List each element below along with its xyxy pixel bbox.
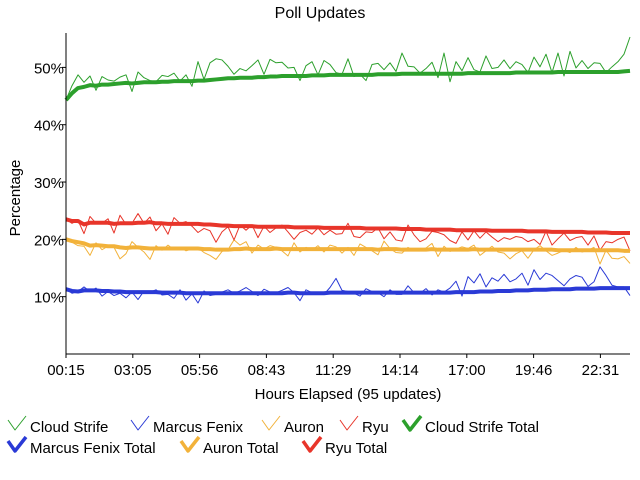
- chart-axes: 10% 20% 30% 40% 50% 00:15 03:05 05:56 08:43 11:29…: [34, 33, 630, 379]
- legend-item-auron: Auron: [261, 415, 324, 436]
- series-line-auron-total: [65, 237, 630, 253]
- legend-swatch: [339, 415, 359, 431]
- plot-series: [64, 36, 631, 304]
- y-tick-label: 30%: [34, 175, 64, 192]
- legend-item-cloud-strife-total: Cloud Strife Total: [401, 414, 539, 436]
- legend-item-auron-total: Auron Total: [179, 435, 279, 457]
- legend-swatch: [130, 415, 150, 431]
- legend-item-ryu: Ryu: [339, 415, 389, 436]
- series-line-auron: [65, 238, 631, 265]
- x-tick-label: 08:43: [248, 362, 286, 379]
- legend-swatch: [6, 435, 28, 453]
- legend-item-marcus-fenix: Marcus Fenix: [130, 415, 244, 436]
- legend-item-ryu-total: Ryu Total: [301, 435, 387, 457]
- legend-swatch: [401, 414, 423, 432]
- x-tick-label: 11:29: [315, 362, 351, 379]
- series-line-cloud-strife-total: [64, 68, 631, 102]
- x-axis-label: Hours Elapsed (95 updates): [255, 386, 442, 403]
- x-tick-label: 03:05: [114, 362, 152, 379]
- legend-label: Marcus Fenix Total: [30, 440, 156, 457]
- x-tick-label: 17:00: [448, 362, 486, 379]
- x-tick-label: 22:31: [582, 362, 620, 379]
- series-line-ryu: [65, 213, 631, 252]
- legend-label: Cloud Strife Total: [425, 419, 539, 436]
- x-tick-label: 19:46: [515, 362, 553, 379]
- legend-swatch: [301, 435, 323, 453]
- chart-title: Poll Updates: [275, 5, 366, 22]
- chart-legend: Cloud Strife Marcus Fenix Auron Ryu Cloud St…: [6, 414, 539, 457]
- series-line-ryu-total: [65, 217, 630, 236]
- legend-label: Auron Total: [203, 440, 279, 457]
- x-tick-label: 00:15: [47, 362, 85, 379]
- series-line-marcus-fenix: [65, 266, 631, 304]
- x-tick-label: 14:14: [381, 362, 419, 379]
- legend-swatch: [179, 435, 201, 453]
- y-tick-label: 50%: [34, 60, 64, 77]
- legend-label: Auron: [284, 419, 324, 436]
- legend-item-marcus-fenix-total: Marcus Fenix Total: [6, 435, 156, 457]
- series-line-cloud-strife: [65, 36, 631, 101]
- legend-swatch: [261, 415, 281, 431]
- y-tick-label: 40%: [34, 118, 64, 135]
- legend-label: Ryu: [362, 419, 389, 436]
- legend-item-cloud-strife: Cloud Strife: [7, 415, 108, 436]
- y-axis-label: Percentage: [7, 160, 24, 237]
- legend-label: Cloud Strife: [30, 419, 108, 436]
- y-tick-label: 20%: [34, 232, 64, 249]
- legend-label: Marcus Fenix: [153, 419, 244, 436]
- series-line-marcus-fenix-total: [65, 286, 630, 296]
- y-tick-label: 10%: [34, 290, 64, 307]
- x-tick-label: 05:56: [181, 362, 219, 379]
- legend-swatch: [7, 415, 27, 431]
- legend-label: Ryu Total: [325, 440, 387, 457]
